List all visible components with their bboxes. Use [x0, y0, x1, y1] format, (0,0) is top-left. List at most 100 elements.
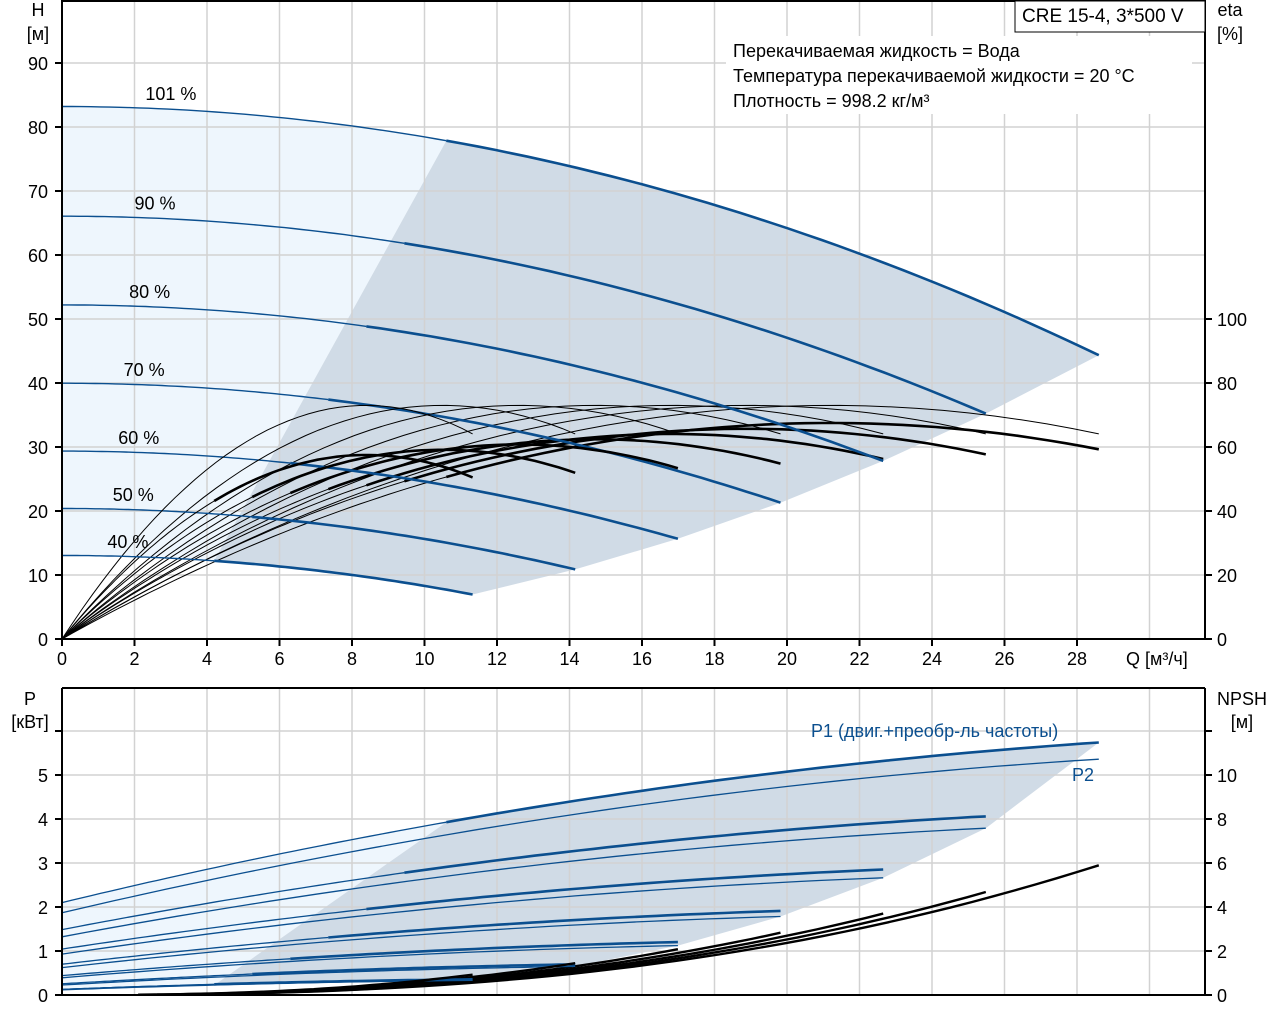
eta-curve: [61, 404, 473, 640]
x-tick-label: 10: [414, 649, 434, 669]
model-title: CRE 15-4, 3*500 V: [1022, 6, 1184, 27]
y-axis-unit-p: [кВт]: [11, 712, 49, 732]
x-tick-label: 4: [202, 649, 212, 669]
model-box: [1014, 0, 1206, 33]
head-curve: [328, 398, 781, 504]
head-curve: [62, 304, 367, 328]
eta-curve: [61, 404, 576, 640]
y-tick-label: 30: [28, 438, 48, 458]
head-curve: [62, 554, 215, 562]
y2-tick-label: 80: [1217, 374, 1237, 394]
y-tick-label: 0: [38, 630, 48, 650]
x-tick-label: 26: [994, 649, 1014, 669]
eta-curve: [445, 421, 1100, 479]
y2-tick-label: 8: [1217, 810, 1227, 830]
y-tick-label: 4: [38, 810, 48, 830]
head-curve: [252, 515, 576, 571]
p2-curve: [61, 915, 781, 969]
y-axis-unit-h: [м]: [27, 24, 49, 44]
y2-tick-label: 6: [1217, 854, 1227, 874]
p2-curve: [61, 758, 1099, 914]
x-tick-label: 28: [1067, 649, 1087, 669]
x-tick-label: 2: [129, 649, 139, 669]
x-tick-label: 12: [487, 649, 507, 669]
head-curve: [62, 215, 405, 244]
eta-curve: [365, 432, 884, 487]
y2-tick-label: 4: [1217, 898, 1227, 918]
p1-curve: [328, 909, 781, 939]
y2-tick-label: 2: [1217, 942, 1227, 962]
speed-label: 60 %: [118, 428, 159, 448]
y-tick-label: 20: [28, 502, 48, 522]
eta-curve: [61, 484, 367, 640]
x-tick-label: 20: [777, 649, 797, 669]
eta-curve: [61, 404, 781, 640]
x-tick-label: 14: [559, 649, 579, 669]
y2-tick-label: 60: [1217, 438, 1237, 458]
head-curve: [62, 105, 447, 142]
head-curve: [404, 242, 987, 415]
info-density: Плотность = 998.2 кг/м³: [733, 91, 929, 111]
y-tick-label: 60: [28, 246, 48, 266]
eta-curve: [61, 476, 447, 640]
y-tick-label: 0: [38, 986, 48, 1006]
head-curve: [290, 461, 679, 541]
speed-label: 70 %: [124, 360, 165, 380]
speed-label: 40 %: [107, 532, 148, 552]
y-tick-label: 50: [28, 310, 48, 330]
eta-curve: [61, 492, 291, 640]
eta-curve: [61, 480, 405, 640]
p1-curve: [61, 908, 367, 950]
y-tick-label: 40: [28, 374, 48, 394]
head-curve: [366, 325, 884, 463]
info-temperature: Температура перекачиваемой жидкости = 20…: [733, 66, 1135, 86]
p1-curve: [366, 868, 884, 911]
eta-curve: [61, 500, 215, 640]
p2-curve: [61, 827, 986, 938]
info-background: [726, 36, 1192, 114]
y-tick-label: 2: [38, 898, 48, 918]
head-curve: [446, 139, 1100, 357]
p1-curve: [446, 741, 1099, 824]
p1-curve: [404, 815, 986, 874]
operating-range-area: [214, 140, 1099, 595]
eta-curve: [61, 404, 986, 640]
x-axis-label-q: Q [м³/ч]: [1126, 649, 1188, 669]
y-tick-label: 5: [38, 766, 48, 786]
eta-curve: [61, 404, 679, 640]
p1-series-label: P1 (двиг.+преобр-ль частоты): [811, 721, 1058, 741]
info-liquid: Перекачиваемая жидкость = Вода: [733, 41, 1021, 61]
y-tick-label: 3: [38, 854, 48, 874]
y2-tick-label: 0: [1217, 630, 1227, 650]
p1-curve: [61, 872, 405, 931]
x-tick-label: 18: [704, 649, 724, 669]
y2-tick-label: 10: [1217, 766, 1237, 786]
p1-curve: [61, 936, 329, 965]
p1-curve: [61, 973, 253, 985]
p1-curve: [61, 958, 291, 977]
eta-curve: [61, 404, 884, 640]
head-curve: [62, 507, 253, 518]
y-axis-label-p: P: [24, 689, 36, 709]
x-tick-label: 6: [274, 649, 284, 669]
speed-label: 50 %: [113, 485, 154, 505]
npsh-curve: [138, 973, 473, 996]
eta-curve: [251, 448, 576, 499]
head-curve: [62, 382, 329, 401]
x-tick-label: 24: [922, 649, 942, 669]
p2-curve: [61, 944, 678, 979]
p2-curve: [61, 877, 884, 955]
y2-axis-unit-npsh: [м]: [1231, 712, 1253, 732]
p1-curve: [61, 821, 447, 904]
y2-axis-label-npsh: NPSH: [1217, 689, 1267, 709]
speed-label: 101 %: [145, 84, 196, 104]
y-tick-label: 70: [28, 182, 48, 202]
y-tick-label: 90: [28, 54, 48, 74]
head-curve: [62, 450, 291, 464]
y-tick-label: 80: [28, 118, 48, 138]
y2-axis-label-eta: eta: [1217, 0, 1243, 20]
x-tick-label: 16: [632, 649, 652, 669]
y-tick-label: 10: [28, 566, 48, 586]
y-axis-label-h: H: [32, 0, 45, 20]
